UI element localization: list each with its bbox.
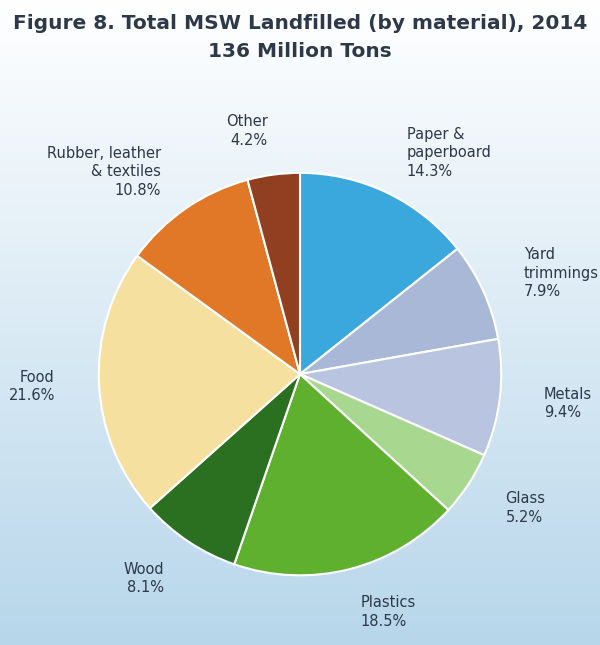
Text: Glass
5.2%: Glass 5.2% xyxy=(506,491,545,525)
Text: 136 Million Tons: 136 Million Tons xyxy=(208,42,392,61)
Wedge shape xyxy=(300,173,457,374)
Wedge shape xyxy=(137,180,300,374)
Wedge shape xyxy=(300,339,501,455)
Wedge shape xyxy=(300,374,484,510)
Text: Plastics
18.5%: Plastics 18.5% xyxy=(361,595,416,629)
Text: Figure 8. Total MSW Landfilled (by material), 2014: Figure 8. Total MSW Landfilled (by mater… xyxy=(13,14,587,33)
Text: Yard
trimmings
7.9%: Yard trimmings 7.9% xyxy=(524,247,599,299)
Text: Rubber, leather
& textiles
10.8%: Rubber, leather & textiles 10.8% xyxy=(47,146,161,198)
Text: Food
21.6%: Food 21.6% xyxy=(8,370,55,403)
Wedge shape xyxy=(99,256,300,508)
Wedge shape xyxy=(234,374,448,575)
Wedge shape xyxy=(150,374,300,564)
Text: Wood
8.1%: Wood 8.1% xyxy=(123,562,164,595)
Text: Metals
9.4%: Metals 9.4% xyxy=(544,386,592,420)
Wedge shape xyxy=(248,173,300,374)
Wedge shape xyxy=(300,249,498,374)
Text: Other
4.2%: Other 4.2% xyxy=(226,114,268,148)
Text: Paper &
paperboard
14.3%: Paper & paperboard 14.3% xyxy=(407,127,491,179)
